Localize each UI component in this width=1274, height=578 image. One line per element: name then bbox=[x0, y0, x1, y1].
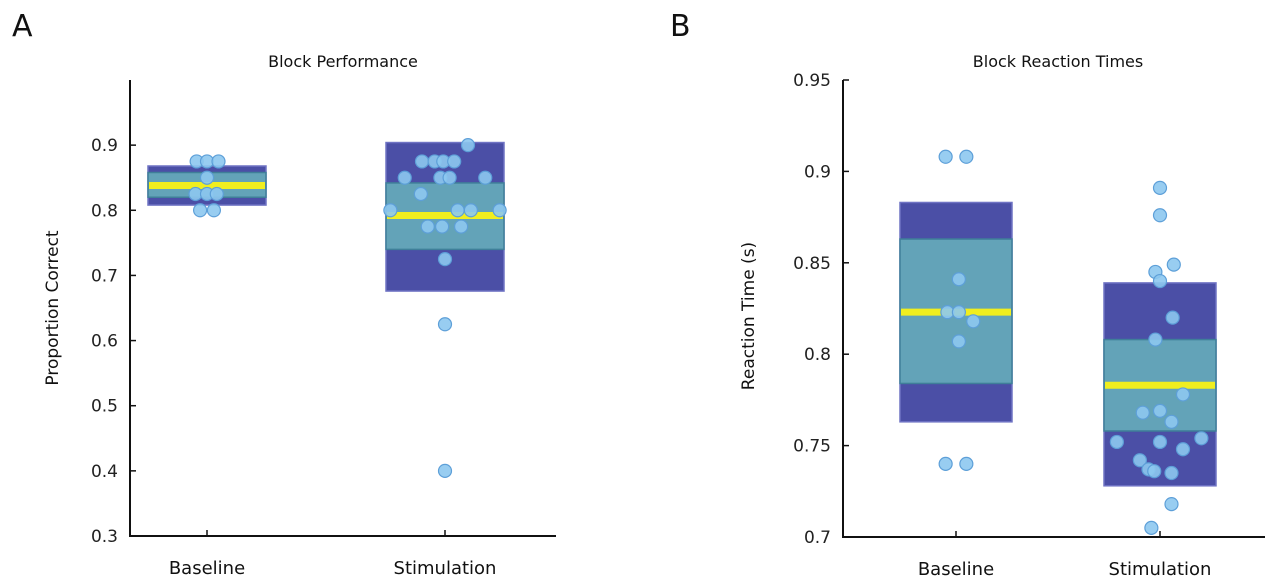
panel-a: A Block Performance 0.30.40.50.60.70.80.… bbox=[12, 9, 556, 578]
y-tick-label: 0.9 bbox=[91, 136, 118, 156]
y-tick-label: 0.8 bbox=[804, 345, 831, 365]
y-tick-label: 0.8 bbox=[91, 201, 118, 221]
y-tick-label: 0.7 bbox=[91, 266, 118, 286]
data-point bbox=[1135, 405, 1150, 420]
data-point bbox=[454, 219, 469, 234]
data-point bbox=[1164, 414, 1179, 429]
y-tick-label: 0.5 bbox=[91, 397, 118, 417]
data-point bbox=[450, 203, 465, 218]
y-tick-label: 0.85 bbox=[793, 254, 831, 274]
data-point bbox=[414, 154, 430, 169]
data-point bbox=[463, 203, 478, 218]
data-point bbox=[199, 170, 215, 185]
y-tick-label: 0.9 bbox=[804, 162, 831, 182]
data-point bbox=[959, 456, 974, 471]
data-point bbox=[938, 456, 953, 471]
data-point bbox=[1164, 465, 1179, 481]
data-point bbox=[209, 186, 224, 202]
x-ticks-a: Baseline Stimulation bbox=[169, 530, 497, 578]
data-point bbox=[959, 149, 974, 164]
panel-letter-a: A bbox=[12, 9, 33, 44]
y-tick-label: 0.3 bbox=[91, 527, 118, 547]
data-point bbox=[966, 314, 981, 329]
y-tick-label: 0.7 bbox=[804, 528, 831, 548]
y-ticks-b: 0.7 0.75 0.8 0.85 0.9 0.95 bbox=[793, 71, 849, 548]
x-tick-label: Baseline bbox=[169, 558, 245, 578]
x-tick-label: Stimulation bbox=[1109, 559, 1212, 578]
data-point bbox=[1144, 520, 1159, 535]
data-point bbox=[1165, 310, 1180, 325]
chart-title-b: Block Reaction Times bbox=[973, 52, 1143, 71]
data-point bbox=[951, 272, 966, 287]
data-point bbox=[1148, 332, 1163, 347]
data-point bbox=[938, 149, 953, 164]
data-point bbox=[447, 154, 462, 169]
data-point bbox=[1175, 442, 1191, 457]
data-point bbox=[1152, 273, 1168, 289]
y-tick-label: 0.95 bbox=[793, 71, 831, 91]
data-point bbox=[1152, 403, 1168, 418]
data-point bbox=[492, 203, 507, 218]
data-point bbox=[1132, 453, 1147, 468]
x-ticks-b: Baseline Stimulation bbox=[918, 531, 1212, 578]
data-point bbox=[951, 305, 966, 320]
y-ticks-a: 0.3 0.4 0.5 0.6 0.7 0.8 0.9 bbox=[91, 136, 136, 547]
data-point bbox=[1109, 434, 1124, 450]
data-point bbox=[193, 203, 208, 218]
plot-area-b bbox=[899, 149, 1217, 535]
data-point bbox=[420, 219, 435, 234]
data-point bbox=[413, 186, 428, 202]
data-point bbox=[1152, 208, 1168, 223]
data-point bbox=[211, 154, 226, 169]
data-point bbox=[1175, 387, 1191, 402]
data-point bbox=[383, 203, 398, 218]
x-tick-label: Baseline bbox=[918, 559, 994, 578]
data-point bbox=[437, 252, 453, 267]
y-tick-label: 0.75 bbox=[793, 437, 831, 457]
data-point bbox=[437, 317, 453, 332]
data-point bbox=[1164, 496, 1179, 512]
data-point bbox=[1147, 464, 1162, 479]
panel-b: B Block Reaction Times 0.7 0.75 0.8 0.85 0.9… bbox=[670, 9, 1265, 578]
data-point bbox=[1152, 434, 1168, 450]
x-tick-label: Stimulation bbox=[394, 558, 497, 578]
data-point bbox=[435, 219, 450, 234]
data-point bbox=[437, 463, 453, 478]
panel-letter-b: B bbox=[670, 9, 691, 44]
data-point bbox=[442, 170, 457, 185]
data-point bbox=[1166, 257, 1181, 272]
data-point bbox=[397, 170, 412, 185]
data-point bbox=[478, 170, 493, 185]
y-axis-label-a: Proportion Correct bbox=[43, 230, 63, 386]
y-tick-label: 0.4 bbox=[91, 462, 118, 482]
data-point bbox=[1152, 180, 1168, 195]
chart-title-a: Block Performance bbox=[268, 52, 418, 71]
y-tick-label: 0.6 bbox=[91, 332, 118, 352]
plot-area-a bbox=[147, 138, 507, 478]
y-axis-label-b: Reaction Time (s) bbox=[739, 242, 759, 390]
data-point bbox=[951, 334, 966, 349]
data-point bbox=[1194, 431, 1209, 446]
data-point bbox=[206, 203, 221, 218]
data-point bbox=[460, 138, 476, 153]
